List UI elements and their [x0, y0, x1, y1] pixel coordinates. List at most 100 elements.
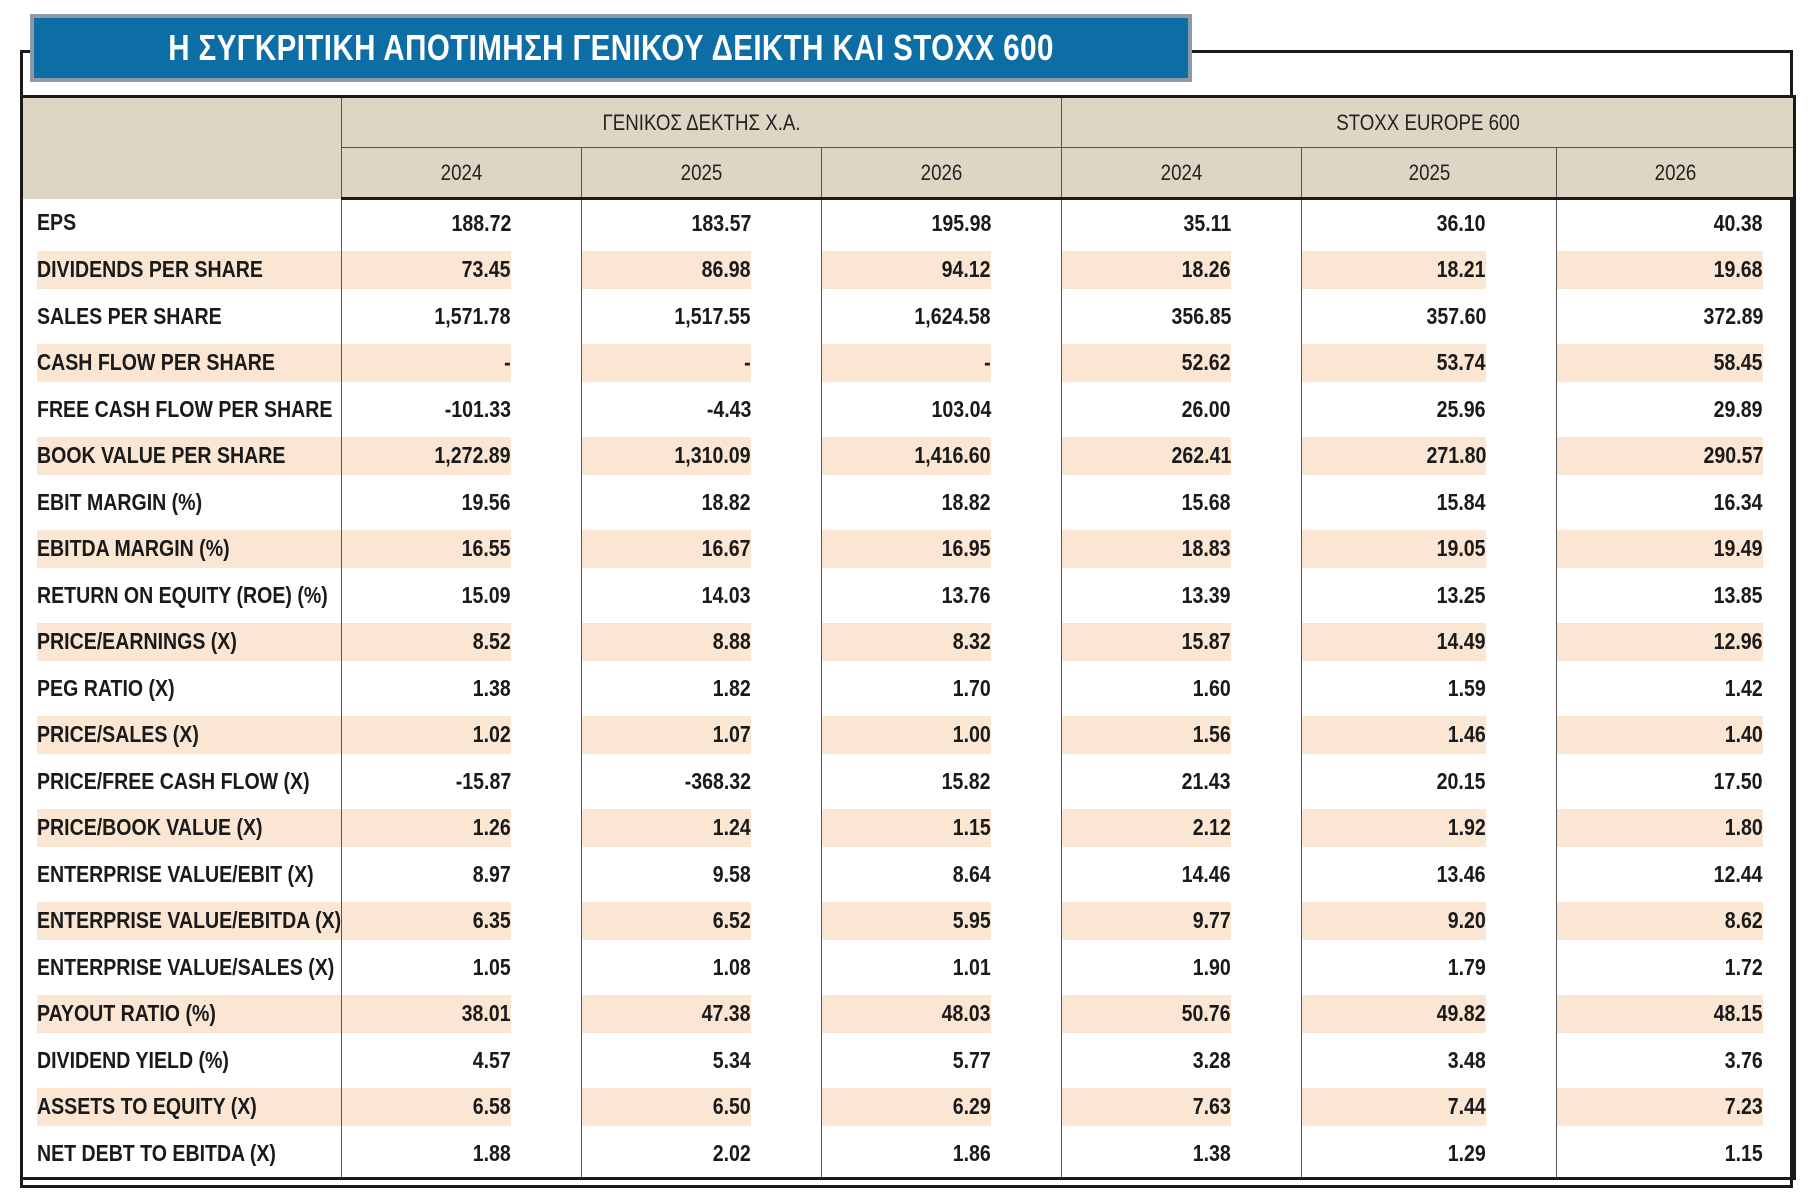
cell-value: 1.26	[472, 814, 511, 841]
table-row: PRICE/EARNINGS (X) 8.52 8.88 8.32 15.87 14.49…	[20, 618, 1797, 665]
year-label: 2024	[440, 159, 483, 185]
value-cell: 7.44	[1301, 1083, 1557, 1130]
value-cell: 1.70	[821, 665, 1062, 712]
value-cell: 86.98	[581, 246, 822, 293]
value-cell: 16.34	[1556, 479, 1797, 526]
cell-value: 12.44	[1714, 860, 1764, 887]
cell-value: 1.15	[952, 814, 991, 841]
cell-value: 16.95	[942, 535, 991, 562]
value-cell: 5.95	[821, 897, 1062, 944]
value-cell: 14.03	[581, 572, 822, 619]
table-body: EPS 188.72 183.57 195.98 35.11 36.10 40.38 DIVI…	[20, 198, 1797, 1180]
cell-value: 2.02	[712, 1139, 751, 1166]
value-cell: 1.38	[341, 665, 582, 712]
cell-value: 6.52	[712, 907, 751, 934]
row-label-cell: PRICE/FREE CASH FLOW (X)	[20, 758, 342, 805]
value-cell: 6.58	[341, 1083, 582, 1130]
cell-value: 1.15	[1724, 1139, 1764, 1166]
year-header: 2025	[1301, 147, 1557, 200]
row-label: PEG RATIO (X)	[37, 674, 175, 701]
cell-value: 8.97	[472, 860, 511, 887]
value-cell: -15.87	[341, 758, 582, 805]
cell-value: 1,310.09	[674, 442, 751, 469]
value-cell: 290.57	[1556, 432, 1797, 479]
cell-value: 1.02	[472, 721, 511, 748]
cell-value: 1.70	[952, 674, 991, 701]
value-cell: 1.92	[1301, 804, 1557, 851]
cell-value: 53.74	[1437, 349, 1486, 376]
cell-value: 1,517.55	[674, 302, 751, 329]
cell-value: 4.57	[472, 1046, 511, 1073]
table-row: BOOK VALUE PER SHARE 1,272.89 1,310.09 1,41…	[20, 432, 1797, 479]
cell-value: 49.82	[1437, 1000, 1486, 1027]
row-label-cell: ASSETS TO EQUITY (X)	[20, 1083, 342, 1130]
value-cell: 38.01	[341, 990, 582, 1037]
cell-value: 19.56	[462, 488, 511, 515]
value-cell: 15.84	[1301, 479, 1557, 526]
value-cell: 1,310.09	[581, 432, 822, 479]
value-cell: 48.03	[821, 990, 1062, 1037]
value-cell: 9.77	[1061, 897, 1302, 944]
row-label-cell: RETURN ON EQUITY (ROE) (%)	[20, 572, 342, 619]
value-cell: -	[581, 339, 822, 386]
value-cell: 4.57	[341, 1037, 582, 1084]
value-cell: 15.82	[821, 758, 1062, 805]
row-label: ENTERPRISE VALUE/SALES (X)	[37, 953, 335, 980]
table-row: ENTERPRISE VALUE/SALES (X) 1.05 1.08 1.01 1.…	[20, 944, 1797, 991]
value-cell: 6.29	[821, 1083, 1062, 1130]
cell-value: 48.15	[1714, 1000, 1764, 1027]
value-cell: 1.38	[1061, 1130, 1302, 1180]
row-label-cell: DIVIDEND YIELD (%)	[20, 1037, 342, 1084]
cell-value: 5.95	[952, 907, 991, 934]
header-corner	[20, 95, 342, 199]
value-cell: 35.11	[1061, 198, 1302, 247]
cell-value: 16.55	[462, 535, 511, 562]
cell-value: 1.59	[1447, 674, 1486, 701]
table-row: CASH FLOW PER SHARE - - - 52.62 53.74 58.45	[20, 339, 1797, 386]
row-label: FREE CASH FLOW PER SHARE	[37, 395, 333, 422]
cell-value: 1.07	[712, 721, 751, 748]
value-cell: 1.05	[341, 944, 582, 991]
cell-value: 19.05	[1437, 535, 1486, 562]
value-cell: 3.48	[1301, 1037, 1557, 1084]
table-row: ENTERPRISE VALUE/EBITDA (X) 6.35 6.52 5.95 9…	[20, 897, 1797, 944]
value-cell: -4.43	[581, 386, 822, 433]
cell-value: 15.84	[1437, 488, 1486, 515]
group-header-athex: ΓΕΝΙΚΟΣ ΔΕΚΤΗΣ Χ.Α.	[341, 95, 1062, 148]
cell-value: 1,571.78	[434, 302, 511, 329]
cell-value: 19.49	[1714, 535, 1764, 562]
cell-value: 1.60	[1192, 674, 1231, 701]
cell-value: 1.92	[1447, 814, 1486, 841]
row-label: DIVIDEND YIELD (%)	[37, 1046, 229, 1073]
value-cell: 1.46	[1301, 711, 1557, 758]
group-header-stoxx: STOXX EUROPE 600	[1060, 95, 1797, 148]
cell-value: 25.96	[1437, 395, 1486, 422]
year-label: 2026	[1654, 159, 1696, 185]
value-cell: 12.44	[1556, 851, 1797, 898]
cell-value: 188.72	[451, 209, 511, 236]
value-cell: 29.89	[1556, 386, 1797, 433]
cell-value: 52.62	[1182, 349, 1231, 376]
value-cell: 183.57	[581, 198, 822, 247]
cell-value: 15.87	[1182, 628, 1231, 655]
row-label: BOOK VALUE PER SHARE	[37, 442, 286, 469]
table-row: PAYOUT RATIO (%) 38.01 47.38 48.03 50.76 49.8…	[20, 990, 1797, 1037]
valuation-table: ΓΕΝΙΚΟΣ ΔΕΚΤΗΣ Χ.Α. STOXX EUROPE 600 202…	[20, 95, 1797, 1180]
cell-value: 1.88	[472, 1139, 511, 1166]
value-cell: 1.07	[581, 711, 822, 758]
cell-value: 8.88	[712, 628, 751, 655]
row-label: EBIT MARGIN (%)	[37, 488, 203, 515]
cell-value: 1.86	[952, 1139, 991, 1166]
table-header: ΓΕΝΙΚΟΣ ΔΕΚΤΗΣ Χ.Α. STOXX EUROPE 600 202…	[20, 95, 1797, 200]
row-label-cell: NET DEBT TO EBITDA (X)	[20, 1130, 342, 1180]
value-cell: 1.08	[581, 944, 822, 991]
value-cell: 1,571.78	[341, 293, 582, 340]
value-cell: 13.76	[821, 572, 1062, 619]
cell-value: 40.38	[1714, 209, 1764, 236]
year-label: 2025	[1408, 159, 1450, 185]
value-cell: 1.60	[1061, 665, 1302, 712]
cell-value: 1,416.60	[914, 442, 991, 469]
value-cell: 8.52	[341, 618, 582, 665]
value-cell: 1.29	[1301, 1130, 1557, 1180]
table-row: PRICE/BOOK VALUE (X) 1.26 1.24 1.15 2.12 1.92…	[20, 804, 1797, 851]
